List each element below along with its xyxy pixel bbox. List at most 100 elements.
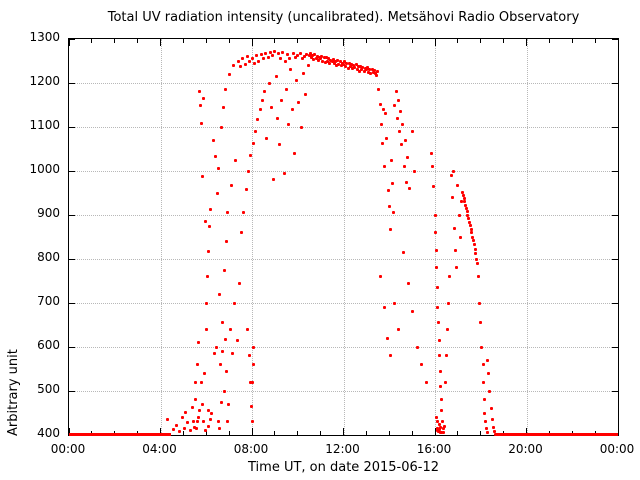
data-point — [439, 425, 443, 429]
data-point — [442, 431, 446, 435]
data-point — [241, 57, 245, 61]
x-minor-tick — [411, 39, 413, 43]
y-tick-label: 800 — [37, 250, 60, 264]
x-minor-tick — [320, 431, 322, 435]
data-point — [484, 426, 488, 430]
data-point — [226, 211, 230, 215]
data-point — [343, 60, 347, 64]
data-point — [296, 54, 300, 58]
data-point — [466, 213, 470, 217]
data-point — [472, 243, 476, 247]
data-point — [265, 136, 269, 140]
data-point — [252, 345, 256, 349]
data-point — [377, 88, 381, 92]
data-point — [438, 369, 442, 373]
data-point — [242, 211, 246, 215]
baseline-segment — [496, 433, 618, 436]
y-tick — [69, 38, 75, 40]
data-point — [330, 59, 334, 63]
data-point — [232, 63, 236, 67]
data-point — [250, 420, 254, 424]
data-point — [223, 337, 227, 341]
data-point — [378, 102, 382, 106]
data-point — [288, 57, 292, 61]
data-point — [192, 420, 196, 424]
data-point — [455, 266, 459, 270]
data-point — [433, 213, 437, 217]
data-point — [436, 305, 440, 309]
x-minor-tick — [274, 431, 276, 435]
x-axis-label: Time UT, on date 2015-06-12 — [248, 460, 439, 475]
data-point — [245, 55, 249, 59]
x-tick-label: 16:00 — [416, 442, 452, 456]
data-point — [402, 165, 406, 169]
data-point — [456, 183, 460, 187]
y-tick-label: 700 — [37, 294, 60, 308]
x-grid-line — [343, 39, 345, 435]
data-point — [219, 125, 223, 129]
data-point — [321, 59, 325, 63]
x-tick — [617, 428, 619, 435]
data-point — [481, 363, 485, 367]
data-point — [443, 380, 447, 384]
data-point — [229, 183, 233, 187]
data-point — [220, 400, 224, 404]
y-tick-label: 500 — [37, 382, 60, 396]
data-point — [437, 338, 441, 342]
data-point — [386, 189, 390, 193]
data-point — [404, 180, 408, 184]
data-point — [464, 203, 468, 207]
data-point — [494, 432, 498, 436]
data-point — [327, 57, 331, 61]
data-point — [379, 123, 383, 127]
data-point — [489, 407, 493, 411]
x-minor-tick — [114, 39, 116, 43]
data-point — [312, 58, 316, 62]
data-point — [243, 63, 247, 67]
x-minor-tick — [205, 39, 207, 43]
x-tick-label: 00:00 — [50, 442, 86, 456]
x-minor-tick — [457, 39, 459, 43]
data-point — [465, 206, 469, 210]
data-point — [438, 354, 442, 358]
data-point — [218, 426, 222, 430]
data-point — [212, 352, 216, 356]
data-point — [277, 143, 281, 147]
data-point — [271, 54, 275, 58]
data-point — [475, 257, 479, 261]
data-point — [228, 327, 232, 331]
data-point — [441, 426, 445, 430]
data-point — [316, 58, 320, 62]
x-minor-tick — [205, 431, 207, 435]
x-tick-label: 04:00 — [142, 442, 177, 456]
data-point — [199, 104, 203, 108]
data-point — [342, 62, 345, 66]
data-point — [435, 266, 439, 270]
x-grid-line — [526, 39, 528, 435]
data-point — [240, 231, 244, 235]
x-tick — [160, 39, 161, 46]
data-point — [250, 404, 254, 408]
x-minor-tick — [457, 431, 459, 435]
data-point — [384, 112, 388, 116]
data-point — [437, 429, 441, 433]
data-point — [251, 380, 255, 384]
y-tick-label: 1000 — [29, 162, 60, 176]
data-point — [358, 69, 361, 73]
y-tick — [69, 258, 75, 260]
data-point — [336, 59, 340, 63]
data-point — [248, 60, 252, 64]
data-point — [344, 65, 348, 69]
data-point — [227, 72, 231, 76]
data-point — [283, 60, 287, 64]
data-point — [388, 227, 392, 231]
data-point — [459, 200, 463, 204]
data-point — [430, 151, 434, 155]
data-point — [348, 65, 352, 69]
data-point — [202, 371, 206, 375]
data-point — [319, 56, 323, 60]
data-point — [188, 429, 192, 433]
data-point — [473, 247, 477, 251]
x-minor-tick — [297, 39, 299, 43]
